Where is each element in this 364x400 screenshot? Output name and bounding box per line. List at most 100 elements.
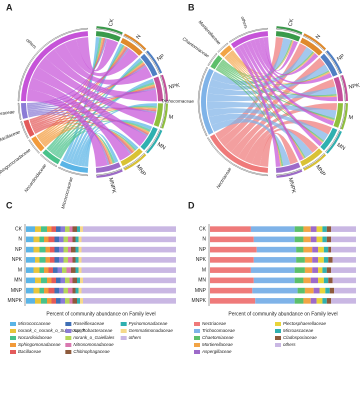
ribbon — [206, 101, 337, 119]
ribbon — [27, 87, 156, 111]
bar-segment — [75, 246, 79, 253]
ribbon — [44, 49, 157, 102]
bar-segment — [253, 257, 297, 263]
sample-arc — [333, 103, 343, 128]
bar-segment — [59, 287, 64, 294]
bar-segment — [26, 226, 35, 232]
bar-segment — [253, 236, 295, 243]
bar-segment — [77, 298, 80, 304]
x-axis-label: Percent of community abundance on Family… — [46, 311, 155, 317]
sample-color-tag — [96, 169, 123, 178]
sample-label: N — [315, 34, 322, 41]
bar-segment — [81, 287, 176, 294]
bar-segment — [59, 236, 64, 243]
bar-segment — [63, 287, 68, 294]
bar-segment — [77, 277, 80, 284]
bar-segment — [63, 257, 68, 263]
bar-segment — [304, 267, 313, 273]
bar-segment — [71, 246, 76, 253]
legend-label: Mortierellaceae — [202, 342, 233, 347]
family-arc — [21, 103, 28, 119]
bar-segment — [81, 257, 176, 263]
bar-segment — [69, 277, 73, 284]
bar-segment — [56, 277, 61, 284]
sample-arc — [95, 31, 121, 42]
bar-segment — [303, 277, 311, 284]
ribbon — [211, 118, 291, 167]
family-outer-arc — [20, 121, 29, 139]
bar-segment — [323, 277, 329, 284]
bar-segment — [33, 246, 40, 253]
family-outer-arc — [40, 153, 58, 168]
category-label: MN — [14, 278, 22, 284]
bar-segment — [303, 246, 313, 253]
legend-label: norank_o_Gaiellales — [73, 335, 115, 340]
bar-segment — [318, 267, 323, 273]
bar-segment — [50, 257, 55, 263]
bar-segment — [35, 226, 41, 232]
bar-segment — [319, 287, 326, 294]
sample-color-tag — [161, 74, 168, 102]
bar-segment — [45, 257, 50, 263]
bar-segment — [250, 226, 295, 232]
category-label: MNPK — [8, 298, 23, 304]
bar-segment — [326, 267, 332, 273]
family-arc — [23, 119, 35, 137]
sample-arc — [275, 31, 301, 42]
legend-swatch — [194, 329, 200, 333]
family-label: others — [25, 37, 38, 50]
bar-segment — [210, 267, 251, 273]
bar-segment — [54, 236, 59, 243]
bar-segment — [77, 226, 80, 232]
bar-segment — [322, 298, 327, 304]
sample-outer-arc — [145, 129, 161, 153]
legend-swatch — [275, 329, 281, 333]
family-label: Nectriaceae — [215, 166, 232, 189]
bar-segment — [331, 298, 356, 304]
bar-segment — [68, 236, 73, 243]
category-label: NP — [199, 247, 207, 253]
bar-segment — [310, 298, 317, 304]
family-label: Nocardioidaceae — [23, 163, 47, 194]
bar-segment — [331, 226, 356, 232]
bar-segment — [210, 277, 254, 284]
bar-segment — [72, 287, 76, 294]
x-axis-label: Percent of community abundance on Family… — [228, 311, 337, 317]
bar-segment — [62, 267, 67, 273]
legend-swatch — [194, 336, 200, 340]
sample-arc — [140, 126, 158, 151]
legend-label: Plectosphaerellaceae — [283, 321, 327, 326]
legend-swatch — [10, 336, 16, 340]
legend-label: Nocardioidaceae — [18, 335, 52, 340]
family-label: Sphingomonadaceae — [0, 147, 32, 177]
bar-segment — [56, 298, 61, 304]
bar-segment — [81, 236, 176, 243]
bar-segment — [39, 257, 46, 263]
category-label: MNPK — [192, 298, 207, 304]
ribbon — [258, 37, 319, 76]
bar-segment — [26, 298, 35, 304]
sample-label: MN — [156, 142, 166, 152]
bar-segment — [33, 236, 40, 243]
ribbon — [31, 86, 156, 127]
sample-color-tag — [340, 103, 348, 130]
ribbon — [259, 132, 298, 167]
sample-outer-arc — [123, 152, 146, 169]
legend-swatch — [10, 343, 16, 347]
legend-swatch — [10, 322, 16, 326]
family-arc — [210, 55, 223, 70]
bar-segment — [318, 277, 324, 284]
ribbon — [252, 128, 319, 166]
legend-label: Microascaceae — [283, 328, 314, 333]
bar-segment — [60, 298, 65, 304]
bar-segment — [41, 298, 47, 304]
bar-segment — [313, 287, 320, 294]
bar-segment — [41, 226, 47, 232]
panel-letter: D — [188, 200, 195, 210]
category-label: CK — [199, 226, 207, 232]
bar-segment — [71, 267, 76, 273]
ribbon — [27, 89, 108, 167]
bar-segment — [303, 226, 311, 232]
sample-label: N — [135, 34, 142, 41]
